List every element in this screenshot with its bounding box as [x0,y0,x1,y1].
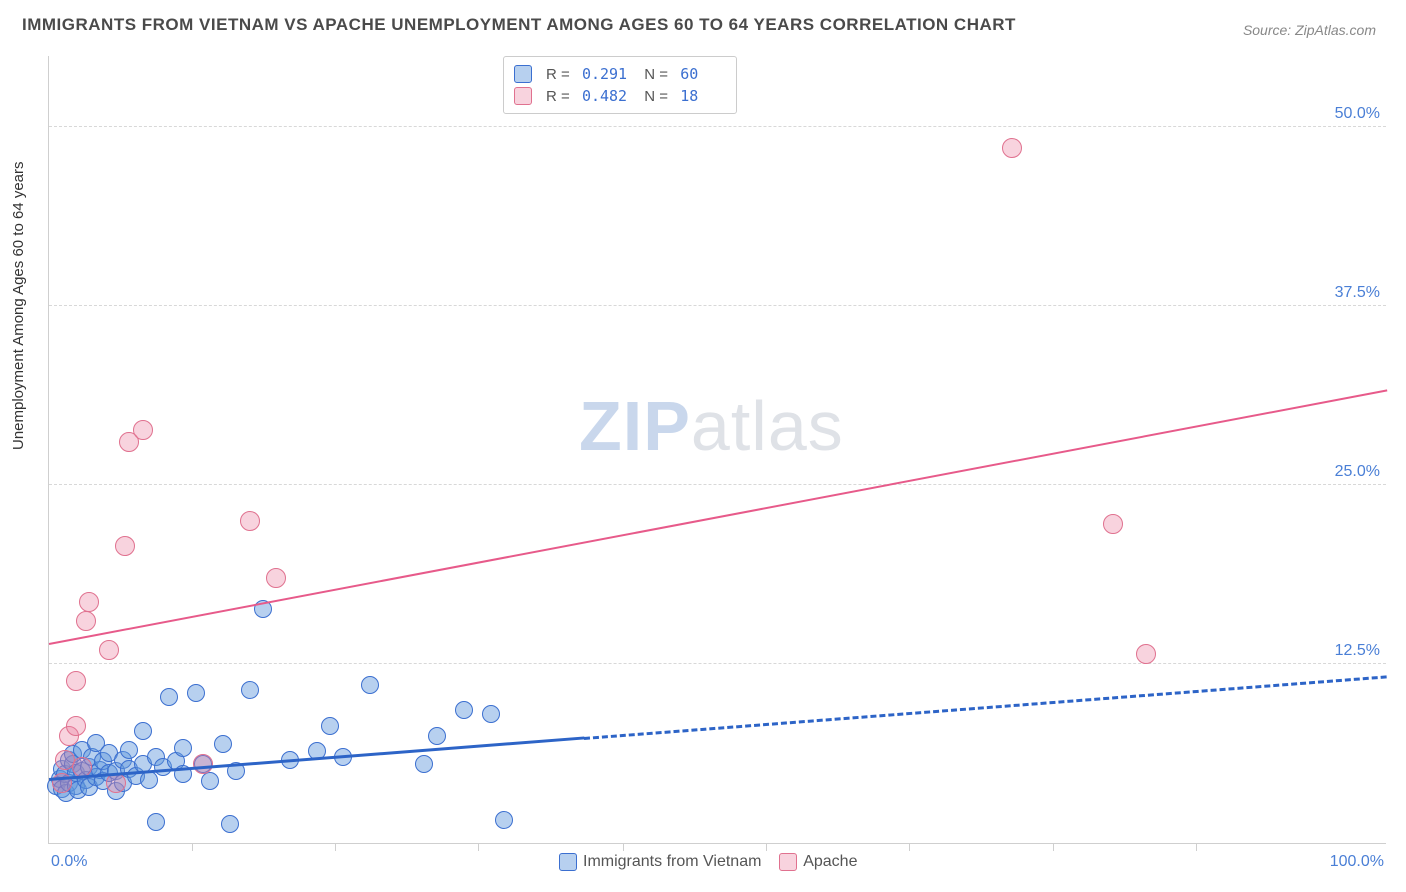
x-minor-tick [1196,843,1197,851]
data-point [361,676,379,694]
watermark-bold: ZIP [579,387,691,465]
y-tick-label: 37.5% [1335,284,1380,302]
series-legend: Immigrants from Vietnam Apache [559,853,875,871]
legend-n-label: N = [636,88,672,105]
legend-swatch [559,853,577,871]
chart-title: IMMIGRANTS FROM VIETNAM VS APACHE UNEMPL… [22,15,1016,35]
gridline [49,305,1386,306]
legend-swatch [514,87,532,105]
data-point [240,511,260,531]
gridline [49,663,1386,664]
data-point [120,741,138,759]
legend-swatch [514,65,532,83]
data-point [455,701,473,719]
data-point [201,772,219,790]
data-point [160,688,178,706]
data-point [214,735,232,753]
data-point [79,592,99,612]
legend-r-label: R = [546,88,574,105]
y-axis-label: Unemployment Among Ages 60 to 64 years [10,161,27,450]
legend-series-label: Immigrants from Vietnam [583,853,761,870]
data-point [266,568,286,588]
data-point [134,722,152,740]
x-tick-label: 100.0% [1330,853,1384,871]
scatter-plot-area: ZIPatlas 12.5%25.0%37.5%50.0%0.0%100.0%R… [48,56,1386,844]
y-tick-label: 12.5% [1335,642,1380,660]
correlation-legend: R = 0.291 N = 60R = 0.482 N = 18 [503,56,737,114]
x-minor-tick [335,843,336,851]
y-tick-label: 25.0% [1335,463,1380,481]
x-tick-label: 0.0% [51,853,87,871]
legend-n-value: 60 [680,65,726,83]
legend-row: R = 0.482 N = 18 [514,85,726,107]
watermark: ZIPatlas [579,386,844,466]
data-point [495,811,513,829]
data-point [174,739,192,757]
legend-r-value: 0.291 [582,65,628,83]
legend-swatch [779,853,797,871]
data-point [1002,138,1022,158]
data-point [241,681,259,699]
data-point [99,640,119,660]
data-point [115,536,135,556]
legend-n-label: N = [636,66,672,83]
gridline [49,126,1386,127]
data-point [147,813,165,831]
legend-n-value: 18 [680,87,726,105]
trend-line [584,675,1387,740]
data-point [66,716,86,736]
x-minor-tick [623,843,624,851]
y-tick-label: 50.0% [1335,105,1380,123]
data-point [187,684,205,702]
x-minor-tick [478,843,479,851]
data-point [428,727,446,745]
x-minor-tick [766,843,767,851]
gridline [49,484,1386,485]
data-point [415,755,433,773]
x-minor-tick [1053,843,1054,851]
data-point [1136,644,1156,664]
data-point [76,611,96,631]
x-minor-tick [909,843,910,851]
data-point [193,754,213,774]
data-point [321,717,339,735]
legend-series-label: Apache [803,853,857,870]
watermark-light: atlas [691,387,844,465]
legend-r-value: 0.482 [582,87,628,105]
source-attribution: Source: ZipAtlas.com [1243,22,1376,38]
data-point [221,815,239,833]
data-point [1103,514,1123,534]
data-point [133,420,153,440]
data-point [482,705,500,723]
legend-r-label: R = [546,66,574,83]
x-minor-tick [192,843,193,851]
data-point [66,671,86,691]
legend-row: R = 0.291 N = 60 [514,63,726,85]
